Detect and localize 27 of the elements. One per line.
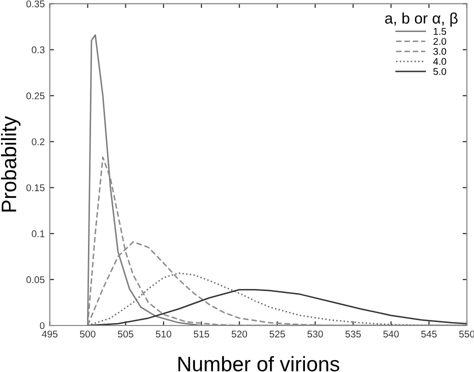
legend-label: 2.0 [434, 38, 446, 45]
x-tick-label: 495 [42, 330, 58, 338]
x-axis-title: Number of virions [178, 356, 340, 372]
x-tick-label: 500 [80, 330, 96, 338]
x-tick-label: 515 [194, 330, 210, 338]
x-tick-label: 545 [421, 330, 437, 338]
y-tick-label: 0 [40, 322, 45, 330]
x-tick-label: 505 [118, 330, 134, 338]
legend-label: 1.5 [434, 28, 446, 35]
legend-label: 5.0 [433, 68, 446, 75]
y-axis-title: Probability [1, 116, 20, 212]
legend-label: 4.0 [433, 58, 446, 65]
x-tick-label: 535 [345, 330, 361, 338]
x-tick-label: 510 [156, 330, 172, 338]
y-tick-label: 0.1 [32, 230, 44, 238]
y-tick-label: 0.35 [26, 0, 45, 8]
y-tick-label: 0.3 [32, 46, 44, 54]
legend-title: a, b or α, β [385, 12, 458, 27]
y-tick-label: 0.15 [26, 184, 45, 192]
x-tick-label: 530 [307, 330, 323, 338]
y-tick-label: 0.05 [26, 276, 45, 284]
x-tick-label: 540 [383, 330, 399, 338]
y-tick-label: 0.2 [32, 138, 44, 146]
x-tick-label: 520 [232, 330, 248, 338]
y-tick-label: 0.25 [26, 92, 45, 100]
x-tick-label: 525 [270, 330, 285, 338]
legend-label: 3.0 [433, 48, 446, 55]
